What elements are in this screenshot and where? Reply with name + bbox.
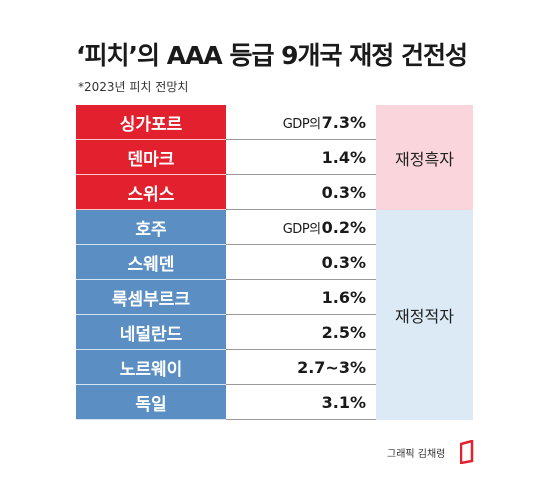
country-cell: 싱가포르: [76, 105, 226, 140]
group-label: 재정흑자: [376, 105, 473, 210]
group-label: 재정적자: [376, 210, 473, 420]
chart-subtitle: *2023년 피치 전망치: [78, 80, 189, 94]
value-number: 1.6%: [321, 287, 366, 307]
group-surplus: 싱가포르 GDP의 7.3% 덴마크 1.4% 스위스 0.3% 재정흑자: [76, 105, 473, 210]
country-cell: 스위스: [76, 175, 226, 210]
value-cell: 0.3%: [226, 245, 376, 280]
table-row: 노르웨이 2.7~3%: [76, 350, 473, 385]
fiscal-table: 싱가포르 GDP의 7.3% 덴마크 1.4% 스위스 0.3% 재정흑자 호주 GDP의 0.2%…: [76, 105, 473, 420]
value-cell: GDP의 0.2%: [226, 210, 376, 245]
table-row: 룩셈부르크 1.6%: [76, 280, 473, 315]
table-row: 덴마크 1.4%: [76, 140, 473, 175]
value-number: 2.7~3%: [297, 357, 366, 377]
value-cell: 2.7~3%: [226, 350, 376, 385]
value-number: 2.5%: [321, 322, 366, 342]
value-number: 3.1%: [321, 392, 366, 412]
value-number: 0.3%: [321, 182, 366, 202]
credit-text: 그래픽 김채령: [387, 449, 446, 460]
value-cell: 1.4%: [226, 140, 376, 175]
value-cell: 2.5%: [226, 315, 376, 350]
value-number: 7.3%: [321, 112, 366, 132]
table-row: 스위스 0.3%: [76, 175, 473, 210]
value-number: 0.2%: [321, 217, 366, 237]
table-row: 스웨덴 0.3%: [76, 245, 473, 280]
table-row: 독일 3.1%: [76, 385, 473, 420]
country-cell: 스웨덴: [76, 245, 226, 280]
table-row: 호주 GDP의 0.2%: [76, 210, 473, 245]
value-prefix: GDP의: [282, 221, 321, 237]
value-cell: 1.6%: [226, 280, 376, 315]
value-number: 1.4%: [321, 147, 366, 167]
table-row: 네덜란드 2.5%: [76, 315, 473, 350]
table-row: 싱가포르 GDP의 7.3%: [76, 105, 473, 140]
country-cell: 덴마크: [76, 140, 226, 175]
chart-title: ‘피치’의 AAA 등급 9개국 재정 건전성: [76, 41, 468, 70]
country-cell: 독일: [76, 385, 226, 420]
value-cell: 3.1%: [226, 385, 376, 420]
country-cell: 네덜란드: [76, 315, 226, 350]
country-cell: 호주: [76, 210, 226, 245]
logo-icon: [460, 440, 474, 464]
country-cell: 룩셈부르크: [76, 280, 226, 315]
country-cell: 노르웨이: [76, 350, 226, 385]
value-prefix: GDP의: [282, 116, 321, 132]
group-deficit: 호주 GDP의 0.2% 스웨덴 0.3% 룩셈부르크 1.6% 네덜란드 2.5% 노르웨이 2.…: [76, 210, 473, 420]
value-number: 0.3%: [321, 252, 366, 272]
value-cell: GDP의 7.3%: [226, 105, 376, 140]
value-cell: 0.3%: [226, 175, 376, 210]
